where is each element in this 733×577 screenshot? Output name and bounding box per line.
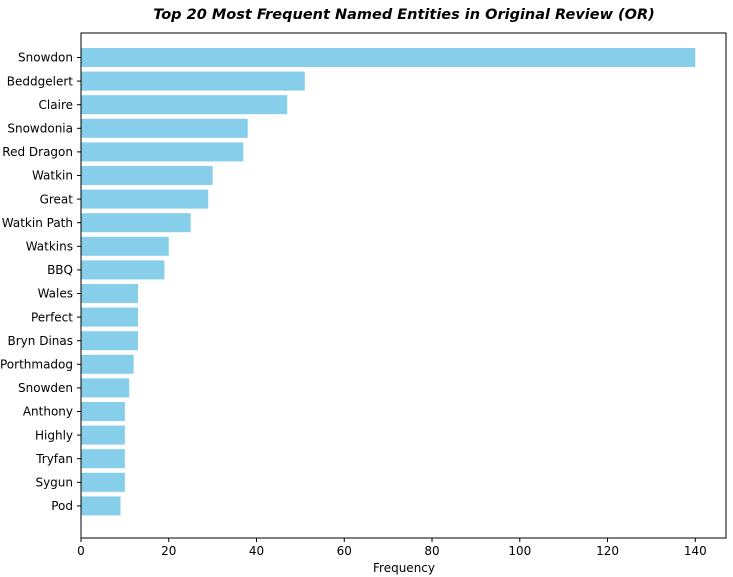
y-tick-label: Snowden (18, 381, 73, 395)
y-tick-label: Snowdonia (7, 122, 73, 136)
x-tick-label: 140 (684, 544, 707, 558)
bar (81, 496, 121, 516)
bar (81, 307, 139, 327)
bar (81, 449, 125, 469)
x-tick-label: 80 (424, 544, 439, 558)
bar (81, 331, 139, 351)
bar (81, 48, 696, 67)
y-tick-label: Highly (35, 428, 73, 442)
bar (81, 142, 244, 162)
bar (81, 378, 130, 398)
y-tick-label: Red Dragon (2, 145, 73, 159)
x-tick-label: 40 (249, 544, 264, 558)
y-tick-label: Anthony (23, 405, 73, 419)
x-tick-label: 100 (508, 544, 531, 558)
bar (81, 189, 209, 209)
bar (81, 260, 165, 280)
y-tick-label: Porthmadog (0, 358, 73, 372)
bar (81, 118, 248, 138)
plot-frame (80, 32, 727, 539)
bars-group (81, 48, 696, 516)
bar (81, 472, 125, 492)
y-tick-label: Tryfan (35, 452, 73, 466)
y-tick-label: Sygun (35, 476, 73, 490)
y-tick-label: Perfect (31, 310, 73, 324)
bar (81, 166, 213, 185)
chart-title: Top 20 Most Frequent Named Entities in O… (153, 7, 655, 23)
x-axis: 0 20 40 60 80 100 120 140 (77, 538, 707, 558)
bar (81, 71, 305, 91)
y-tick-label: Bryn Dinas (8, 334, 73, 348)
bar (81, 213, 191, 233)
bar (81, 284, 139, 303)
y-tick-label: Great (40, 192, 74, 206)
bar (81, 354, 134, 374)
y-tick-label: Snowdon (18, 51, 73, 65)
bar (81, 402, 125, 421)
x-axis-label: Frequency (373, 561, 435, 575)
x-tick-label: 60 (337, 544, 352, 558)
y-tick-label: Pod (51, 499, 73, 513)
y-tick-label: Claire (39, 98, 73, 112)
x-tick-label: 20 (161, 544, 176, 558)
bar (81, 236, 169, 256)
x-tick-label: 0 (77, 544, 85, 558)
y-tick-label: Watkin Path (2, 216, 73, 230)
y-axis: Snowdon Beddgelert Claire Snowdonia Red Drag… (0, 51, 81, 513)
y-tick-label: Watkins (26, 240, 73, 254)
x-tick-label: 120 (596, 544, 619, 558)
y-tick-label: BBQ (47, 263, 73, 277)
bar (81, 425, 125, 445)
y-tick-label: Beddgelert (7, 74, 74, 88)
y-tick-label: Watkin (32, 169, 73, 183)
bar (81, 95, 288, 115)
y-tick-label: Wales (38, 287, 73, 301)
